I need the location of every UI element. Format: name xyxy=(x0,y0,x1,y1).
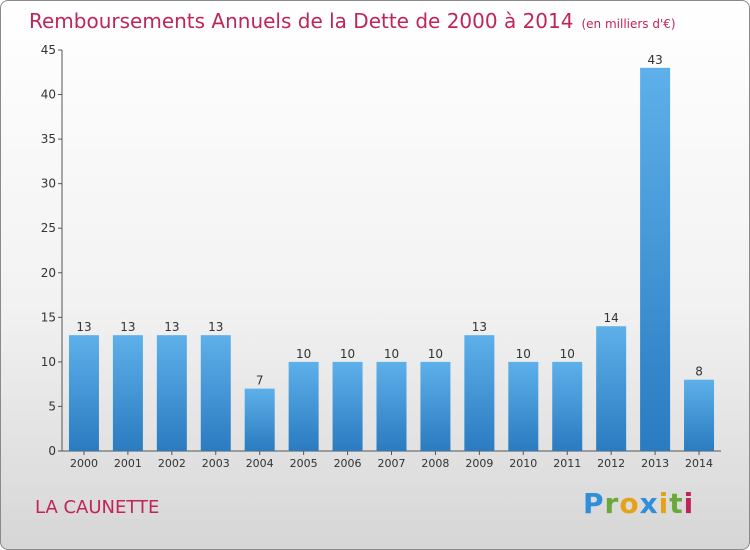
y-tick-label: 5 xyxy=(48,399,56,413)
y-tick-label: 30 xyxy=(41,177,56,191)
x-tick-label: 2010 xyxy=(509,457,537,470)
bar-2013 xyxy=(640,67,671,452)
x-tick-label: 2009 xyxy=(465,457,493,470)
bars: 13 13 13 13 7 10 10 10 10 13 10 10 14 43 8 xyxy=(68,53,715,452)
logo-letter-i-last: i xyxy=(683,487,695,520)
bar-2009 xyxy=(464,335,495,451)
y-tick-label: 20 xyxy=(41,266,56,280)
bar-value-label: 10 xyxy=(384,347,399,361)
bar-chart: 0 5 10 15 20 25 30 35 40 45 2000 2001 2002 2003 2004 20… xyxy=(41,43,721,470)
x-tick-label: 2003 xyxy=(202,457,230,470)
bar-2002 xyxy=(156,335,187,451)
chart-title-text: Remboursements Annuels de la Dette de 20… xyxy=(29,9,574,33)
bar-2005 xyxy=(288,361,319,451)
bar-value-label: 14 xyxy=(604,311,619,325)
bar-value-label: 8 xyxy=(695,365,703,379)
bar-value-label: 10 xyxy=(340,347,355,361)
bar-value-label: 13 xyxy=(208,320,223,334)
bar-value-label: 10 xyxy=(560,347,575,361)
proxiti-logo: Proxiti xyxy=(583,487,694,520)
bar-2008 xyxy=(420,361,451,451)
bar-value-label: 10 xyxy=(516,347,531,361)
y-tick-label: 15 xyxy=(41,310,56,324)
unit-label: (en milliers d'€) xyxy=(581,17,676,31)
logo-letter-r: r xyxy=(604,487,620,520)
x-tick-label: 2013 xyxy=(641,457,669,470)
bar-2011 xyxy=(552,361,583,451)
y-tick-label: 45 xyxy=(41,43,56,57)
bar-2010 xyxy=(508,361,539,451)
logo-letter-p: P xyxy=(583,487,605,520)
bar-value-label: 13 xyxy=(164,320,179,334)
y-tick-label: 0 xyxy=(48,444,56,458)
bar-2012 xyxy=(596,326,627,451)
logo-letter-i: i xyxy=(658,487,670,520)
bar-2000 xyxy=(68,335,99,451)
bar-value-label: 10 xyxy=(428,347,443,361)
bar-2006 xyxy=(332,361,363,451)
y-tick-label: 40 xyxy=(41,88,56,102)
bar-value-label: 7 xyxy=(256,374,264,388)
y-tick-label: 35 xyxy=(41,132,56,146)
x-tick-label: 2001 xyxy=(114,457,142,470)
chart-title: Remboursements Annuels de la Dette de 20… xyxy=(29,9,676,33)
x-tick-label: 2012 xyxy=(597,457,625,470)
bar-2001 xyxy=(112,335,143,451)
commune-name: LA CAUNETTE xyxy=(35,497,160,518)
x-tick-label: 2002 xyxy=(158,457,186,470)
x-tick-label: 2007 xyxy=(378,457,406,470)
logo-letter-t: t xyxy=(669,487,684,520)
bar-value-label: 13 xyxy=(76,320,91,334)
bar-value-label: 10 xyxy=(296,347,311,361)
logo-letter-x: x xyxy=(639,487,659,520)
x-tick-label: 2004 xyxy=(246,457,274,470)
bar-2007 xyxy=(376,361,407,451)
x-tick-label: 2000 xyxy=(70,457,98,470)
x-tick-label: 2011 xyxy=(553,457,581,470)
y-tick-label: 25 xyxy=(41,221,56,235)
bar-2014 xyxy=(684,379,715,451)
bar-2004 xyxy=(244,388,275,451)
bar-value-label: 13 xyxy=(472,320,487,334)
bar-value-label: 43 xyxy=(647,53,662,67)
x-tick-label: 2014 xyxy=(685,457,713,470)
x-tick-label: 2006 xyxy=(334,457,362,470)
logo-letter-o: o xyxy=(619,487,640,520)
x-tick-label: 2008 xyxy=(421,457,449,470)
bar-value-label: 13 xyxy=(120,320,135,334)
axes: 0 5 10 15 20 25 30 35 40 45 2000 2001 2002 2003 2004 20… xyxy=(41,43,721,470)
bar-2003 xyxy=(200,335,231,451)
x-tick-label: 2005 xyxy=(290,457,318,470)
y-tick-label: 10 xyxy=(41,355,56,369)
